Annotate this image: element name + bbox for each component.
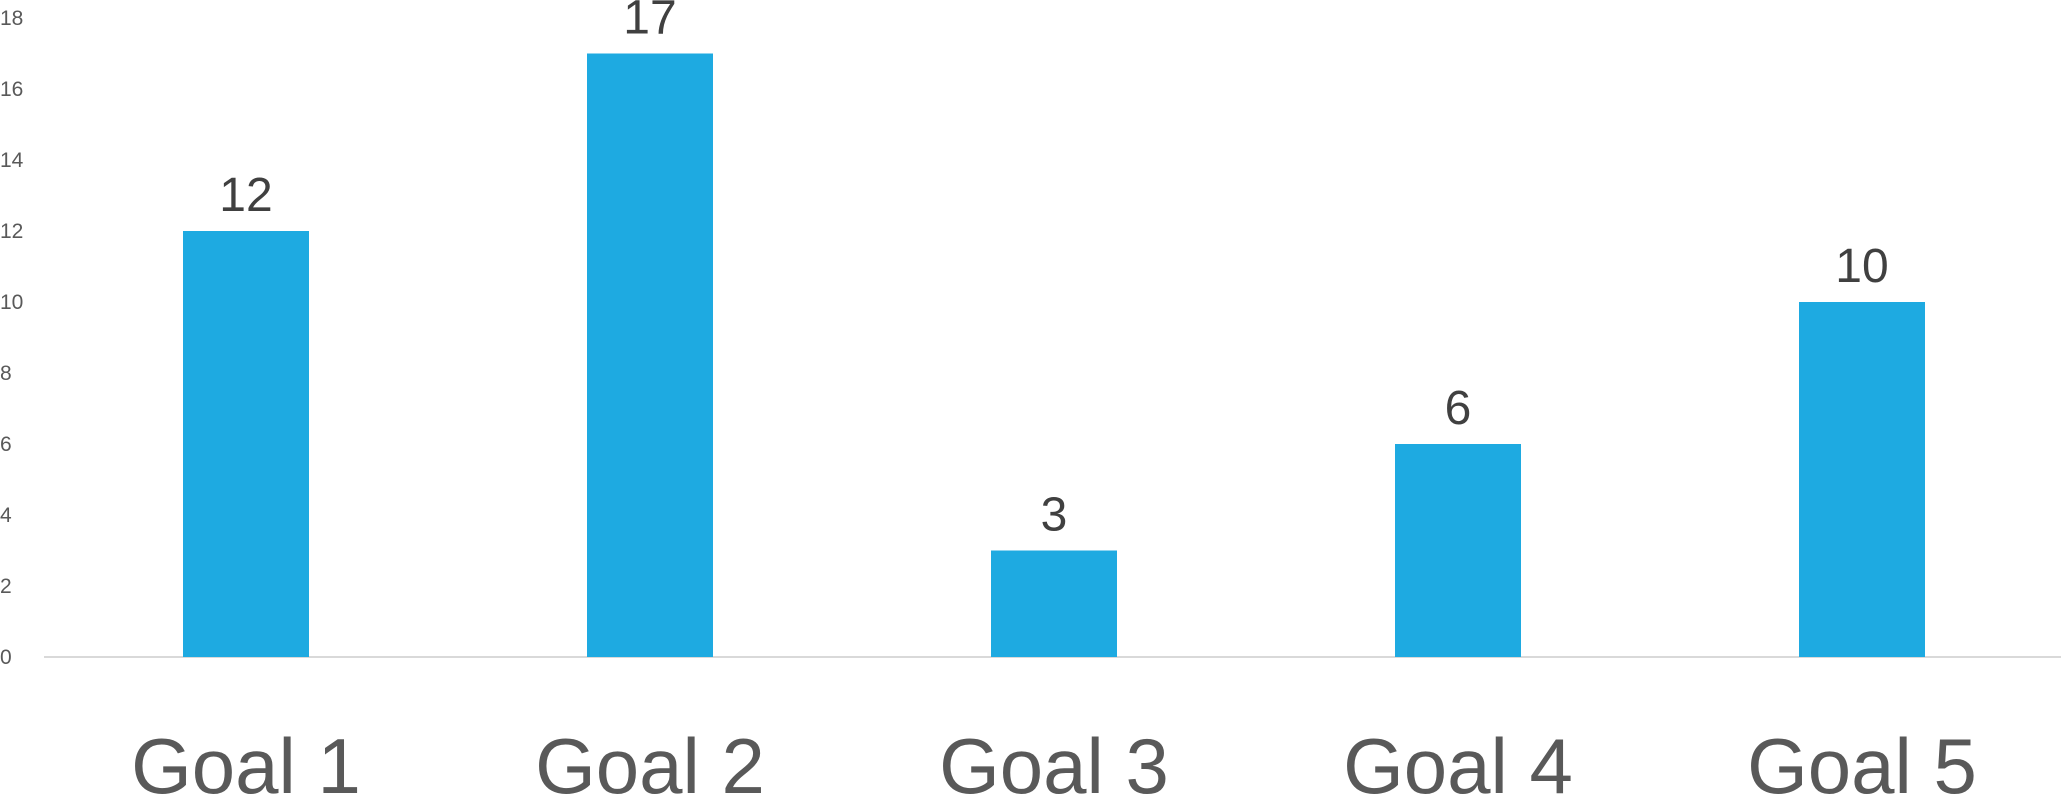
data-label: 17 [623, 0, 676, 45]
bar [1395, 444, 1521, 657]
y-tick-label: 10 [0, 291, 23, 314]
x-tick-label: Goal 5 [1747, 722, 1977, 800]
x-axis: Goal 1 Goal 2 Goal 3 Goal 4 Goal 5 [131, 722, 1977, 805]
y-tick-label: 12 [0, 220, 23, 243]
data-label: 12 [219, 169, 272, 222]
data-label: 3 [1041, 489, 1068, 542]
bar [991, 550, 1117, 657]
y-tick-label: 6 [0, 433, 12, 456]
data-labels: 12 17 3 6 10 [219, 0, 1888, 542]
y-tick-label: 8 [0, 362, 12, 385]
x-tick-label: Goal 2 [535, 722, 765, 800]
y-axis: 0 2 4 6 8 10 12 14 16 18 [0, 7, 24, 669]
y-tick-label: 2 [0, 575, 12, 598]
x-tick-label: Goal 3 [939, 722, 1169, 800]
data-label: 10 [1835, 240, 1888, 293]
x-tick-label: Goal 1 [131, 722, 361, 800]
y-tick-label: 4 [0, 504, 12, 527]
bar [183, 231, 309, 657]
y-tick-label: 16 [0, 78, 23, 101]
y-tick-label: 18 [0, 7, 23, 30]
x-tick-label: Goal 4 [1343, 722, 1573, 800]
bar [587, 53, 713, 657]
bars [183, 53, 1925, 657]
data-label: 6 [1445, 382, 1472, 435]
bar [1799, 302, 1925, 657]
y-tick-label: 14 [0, 149, 24, 172]
y-tick-label: 0 [0, 646, 12, 669]
